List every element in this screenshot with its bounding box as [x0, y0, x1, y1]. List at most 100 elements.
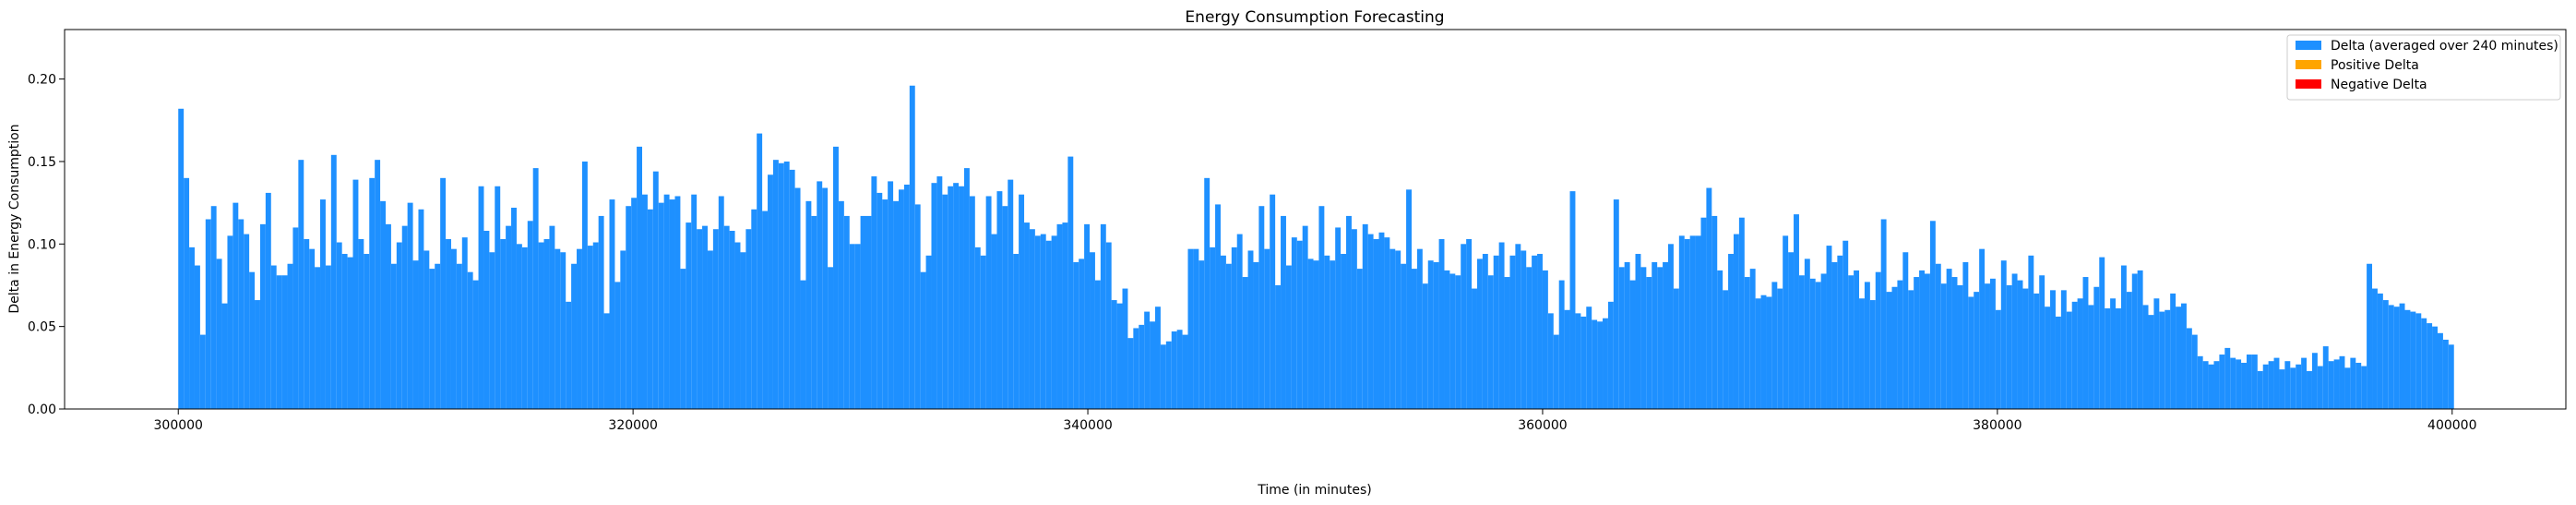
bar-delta — [631, 198, 638, 409]
bar-delta — [380, 200, 386, 409]
bar-delta — [1008, 179, 1014, 409]
bar-delta — [1127, 338, 1134, 409]
bar-delta — [527, 221, 533, 409]
bar-delta — [800, 280, 806, 409]
bar-delta — [963, 168, 970, 409]
legend-label: Negative Delta — [2331, 78, 2427, 92]
bar-delta — [1760, 295, 1767, 409]
bar-delta — [1438, 238, 1445, 409]
bar-delta — [516, 244, 522, 409]
chart-title: Energy Consumption Forecasting — [1185, 8, 1444, 27]
bar-delta — [734, 242, 741, 409]
bar-delta — [1013, 254, 1020, 409]
bar-delta — [2105, 307, 2111, 409]
bar-delta — [745, 229, 752, 409]
bar-delta — [1199, 260, 1205, 409]
bar-delta — [1139, 324, 1145, 409]
bar-delta — [1667, 244, 1674, 409]
bar-delta — [472, 280, 479, 409]
bar-delta — [718, 196, 724, 409]
bar-delta — [1384, 237, 1390, 409]
legend-box — [2286, 34, 2561, 101]
bar-delta — [2224, 347, 2231, 409]
bar-delta — [1689, 235, 1696, 409]
bar-delta — [396, 242, 402, 409]
bar-delta — [1624, 261, 1630, 409]
bar-delta — [1258, 206, 1265, 409]
bar-delta — [446, 238, 451, 409]
bar-delta — [560, 252, 566, 409]
bar-delta — [2071, 301, 2078, 409]
bar-delta — [2382, 300, 2389, 409]
bar-delta — [1700, 217, 1707, 409]
bar-delta — [871, 176, 877, 409]
bar-delta — [2099, 257, 2105, 409]
bar-delta — [221, 303, 228, 409]
bar-delta — [1373, 238, 1379, 409]
bar-delta — [1351, 229, 1357, 409]
x-tick-label: 380000 — [1973, 418, 2021, 433]
bar-delta — [1472, 288, 1477, 409]
bar-delta — [309, 248, 316, 409]
legend-label: Positive Delta — [2331, 58, 2419, 73]
bar-delta — [521, 246, 528, 409]
bar-delta — [1580, 316, 1587, 409]
bar-delta — [412, 260, 419, 409]
bar-delta — [811, 215, 817, 409]
bar-delta — [2404, 309, 2411, 409]
bar-delta — [538, 242, 544, 409]
bar-delta — [1826, 246, 1832, 409]
bar-delta — [805, 200, 812, 409]
bar-delta — [390, 263, 397, 409]
bar-delta — [1837, 255, 1843, 409]
bar-delta — [1449, 273, 1456, 409]
bar-delta — [1957, 284, 1963, 409]
bar-delta — [483, 231, 490, 409]
bar-delta — [860, 215, 866, 409]
bar-delta — [2415, 313, 2422, 409]
legend-swatch — [2296, 79, 2321, 89]
bar-delta — [2432, 326, 2438, 409]
bar-delta — [1783, 235, 1789, 409]
bar-delta — [1897, 280, 1903, 409]
bar-delta — [843, 215, 850, 409]
bar-delta — [838, 200, 844, 409]
bar-delta — [2088, 305, 2094, 409]
bar-delta — [1019, 194, 1025, 409]
bar-delta — [1684, 238, 1690, 409]
bar-delta — [598, 215, 604, 409]
bar-delta — [1569, 191, 1576, 409]
y-tick-label: 0.20 — [28, 73, 56, 88]
bar-delta — [641, 194, 648, 409]
plot-frame — [64, 29, 2567, 410]
bar-delta — [1094, 280, 1101, 409]
bar-delta — [233, 202, 239, 409]
bar-delta — [1521, 250, 1527, 409]
bar-delta — [740, 252, 746, 409]
bar-delta — [2393, 307, 2400, 409]
bar-delta — [375, 160, 381, 410]
bar-delta — [189, 246, 195, 409]
bar-delta — [697, 229, 703, 409]
bar-delta — [238, 219, 244, 409]
bar-delta — [1116, 303, 1123, 409]
bar-delta — [1880, 219, 1887, 409]
bar-delta — [1193, 248, 1199, 409]
bar-delta — [817, 181, 823, 409]
bar-delta — [1607, 301, 1614, 409]
bar-delta — [1547, 313, 1554, 409]
bar-delta — [1891, 286, 1898, 409]
bar-delta — [959, 186, 964, 409]
bar-delta — [1176, 330, 1183, 409]
bar-delta — [385, 223, 391, 409]
bar-delta — [1723, 290, 1729, 409]
bar-delta — [1749, 269, 1756, 409]
y-tick-label: 0.00 — [28, 403, 56, 417]
bar-delta — [2251, 355, 2258, 409]
bar-delta — [931, 183, 937, 409]
bar-delta — [1558, 280, 1565, 409]
bar-delta — [778, 162, 784, 410]
bar-delta — [298, 160, 304, 410]
bar-delta — [1051, 235, 1057, 409]
bar-delta — [674, 196, 681, 409]
